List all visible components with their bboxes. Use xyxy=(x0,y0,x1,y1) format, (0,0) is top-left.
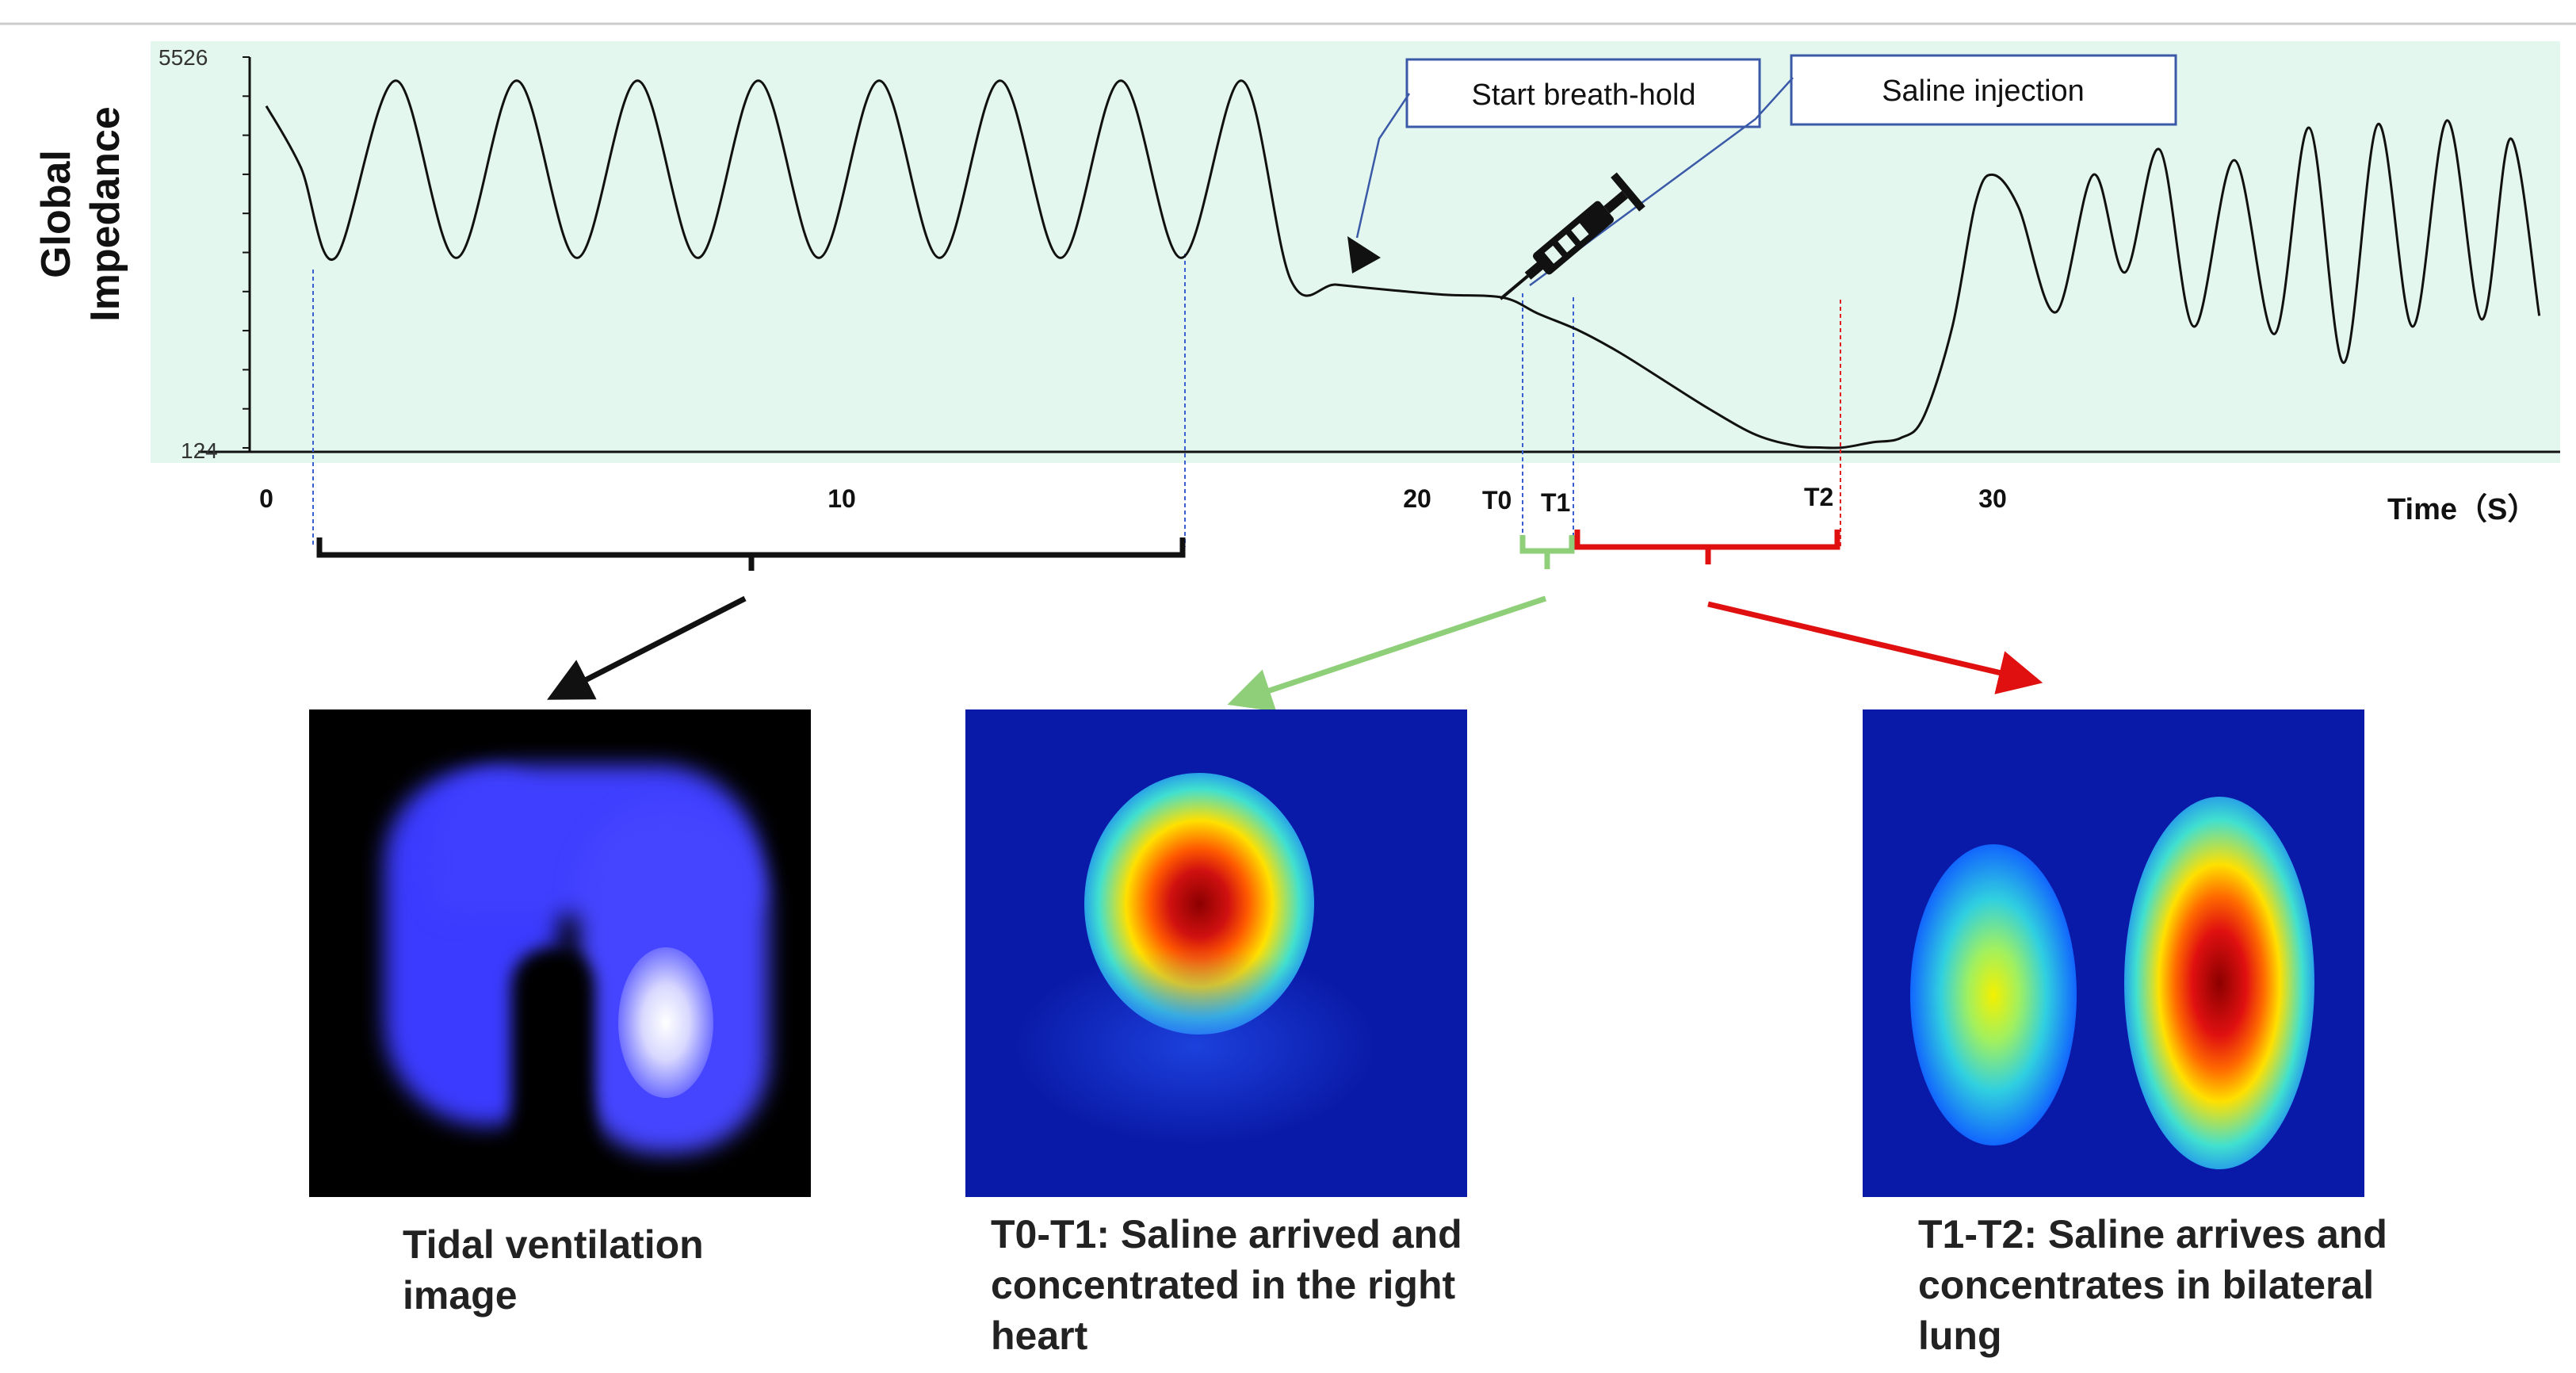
saline-leader-line xyxy=(1529,77,1794,287)
breath-hold-arrow-icon xyxy=(1347,236,1381,273)
tidal-arrow xyxy=(547,595,747,700)
breath-hold-callout-text: Start breath-hold xyxy=(1471,78,1695,112)
time-marker-label-t1: T1 xyxy=(1541,488,1570,517)
t0t1-bracket xyxy=(1519,535,1575,569)
t0t1-arrow xyxy=(1227,595,1547,712)
breath-hold-callout-box xyxy=(1405,58,1761,128)
breath-hold-leader-line xyxy=(1355,93,1411,239)
lung-highlight xyxy=(618,947,713,1098)
x-tick-label-20: 20 xyxy=(1403,484,1431,513)
t1t2-bracket xyxy=(1574,530,1840,564)
tidal-ventilation-image xyxy=(309,709,811,1197)
right-lung-hotspot xyxy=(2124,797,2314,1169)
t1-t2-bilateral-lung-image xyxy=(1863,709,2364,1197)
caption-t1-t2: T1-T2: Saline arrives and concentrates i… xyxy=(1918,1212,2387,1358)
caption-t0-t1: T0-T1: Saline arrived and concentrated i… xyxy=(991,1212,1462,1358)
lung-gap xyxy=(511,947,594,1197)
caption-tidal: Tidal ventilation image xyxy=(403,1222,704,1318)
y-axis-minor-ticks xyxy=(243,56,250,449)
tidal-bracket xyxy=(316,537,1186,571)
time-marker-label-t2: T2 xyxy=(1804,483,1833,511)
x-tick-label-10: 10 xyxy=(827,484,856,513)
syringe-icon xyxy=(1499,172,1645,300)
t1t2-arrow xyxy=(1707,601,2043,694)
left-lung-hotspot xyxy=(1910,844,2077,1145)
t0-t1-heart-image xyxy=(965,709,1467,1197)
x-axis-label: Time（S） xyxy=(2387,493,2537,526)
y-tick-label-min: 124 xyxy=(181,438,218,463)
y-axis-label-line2: Impedance xyxy=(82,106,128,322)
saline-callout-text: Saline injection xyxy=(1882,75,2085,108)
x-tick-label-0: 0 xyxy=(259,484,273,513)
x-tick-label-30: 30 xyxy=(1978,484,2007,513)
saline-callout-box xyxy=(1790,54,2177,126)
impedance-series-line xyxy=(265,79,2541,449)
time-marker-label-t0: T0 xyxy=(1482,486,1512,514)
y-axis-label-line1: Global xyxy=(33,150,79,278)
heart-halo xyxy=(1013,947,1378,1145)
y-tick-label-max: 5526 xyxy=(159,45,208,70)
